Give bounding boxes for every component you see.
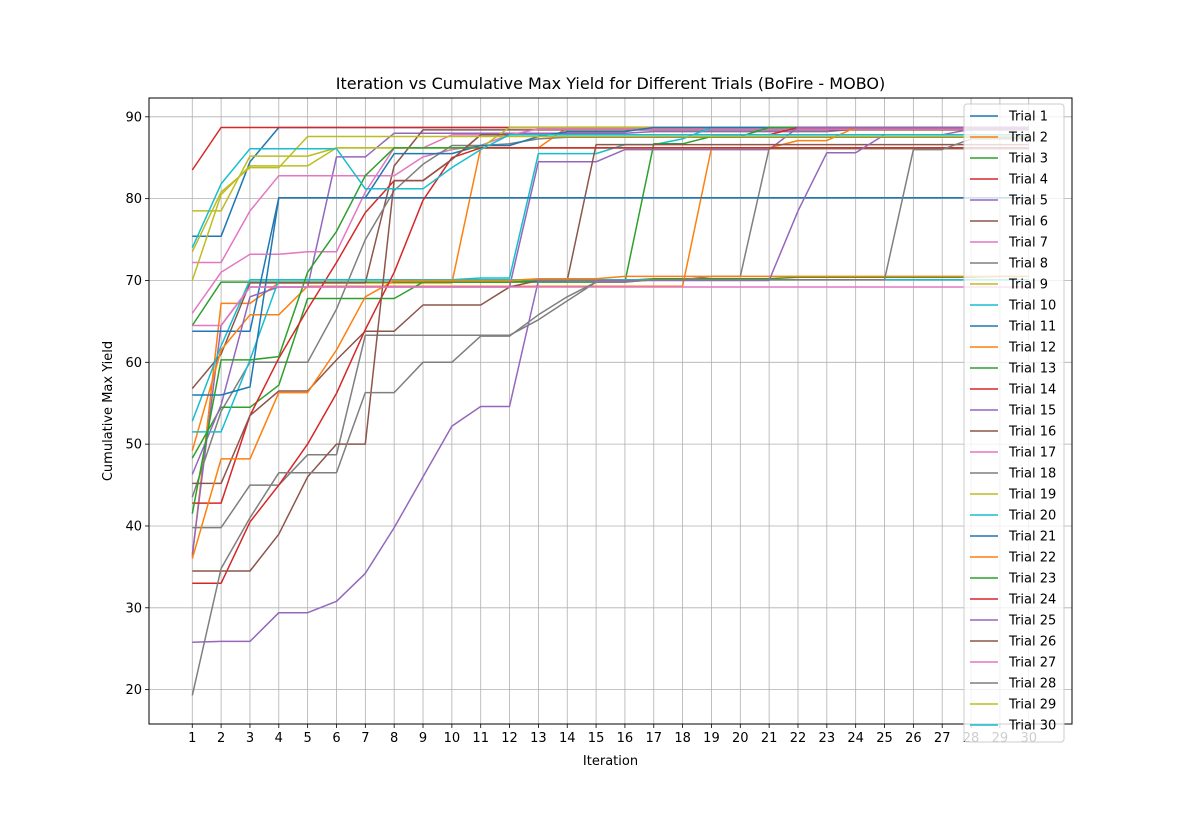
series-line-trial-20 — [192, 278, 1029, 433]
legend-label: Trial 26 — [1008, 635, 1056, 650]
x-tick-label: 21 — [761, 731, 778, 746]
x-tick-label: 12 — [501, 731, 518, 746]
legend-label: Trial 30 — [1008, 719, 1056, 734]
legend: Trial 1 Trial 2 Trial 3 Trial 4 Trial 5 Trial… — [963, 103, 1065, 743]
grid — [149, 98, 1072, 724]
x-tick-label: 10 — [444, 731, 461, 746]
y-axis-title: Cumulative Max Yield — [101, 341, 116, 481]
series-line-trial-21 — [192, 197, 1029, 396]
legend-label: Trial 6 — [1008, 215, 1048, 230]
series-line-trial-7 — [192, 128, 1029, 264]
y-tick-label: 90 — [125, 110, 142, 125]
legend-label: Trial 21 — [1008, 530, 1056, 545]
legend-label: Trial 5 — [1008, 194, 1048, 209]
x-tick-label: 16 — [617, 731, 634, 746]
x-tick-label: 1 — [188, 731, 196, 746]
x-tick-label: 7 — [361, 731, 369, 746]
series-line-trial-30 — [191, 134, 1029, 249]
legend-label: Trial 23 — [1008, 572, 1056, 587]
series-line-trial-28 — [191, 138, 1029, 696]
series-line-trial-27 — [192, 286, 1029, 327]
legend-label: Trial 25 — [1008, 614, 1056, 629]
series-line-trial-8 — [191, 136, 1029, 498]
legend-label: Trial 3 — [1008, 152, 1048, 167]
y-tick-label: 50 — [125, 438, 142, 453]
legend-label: Trial 17 — [1008, 446, 1056, 461]
legend-label: Trial 1 — [1008, 110, 1048, 125]
legend-label: Trial 11 — [1008, 320, 1056, 335]
x-tick-label: 11 — [472, 731, 489, 746]
legend-label: Trial 29 — [1008, 698, 1056, 713]
legend-label: Trial 24 — [1008, 593, 1056, 608]
series-line-trial-29 — [191, 135, 1029, 253]
x-tick-label: 6 — [332, 731, 340, 746]
legend-label: Trial 20 — [1008, 509, 1056, 524]
legend-label: Trial 22 — [1008, 551, 1056, 566]
x-tick-label: 8 — [390, 731, 398, 746]
legend-label: Trial 12 — [1008, 341, 1056, 356]
series-line-trial-22 — [191, 275, 1029, 559]
y-tick-label: 40 — [125, 519, 142, 534]
legend-label: Trial 14 — [1008, 383, 1056, 398]
x-tick-label: 17 — [645, 731, 662, 746]
x-tick-label: 14 — [559, 731, 576, 746]
series-line-trial-6 — [191, 129, 1029, 389]
series-lines — [191, 126, 1029, 696]
y-tick-label: 30 — [125, 601, 142, 616]
plot-frame — [148, 97, 1073, 725]
chart-title: Iteration vs Cumulative Max Yield for Di… — [336, 74, 885, 93]
x-tick-label: 23 — [819, 731, 836, 746]
x-tick-label: 9 — [419, 731, 427, 746]
legend-label: Trial 13 — [1008, 362, 1056, 377]
x-tick-label: 20 — [732, 731, 749, 746]
x-tick-label: 15 — [588, 731, 605, 746]
y-tick-label: 80 — [125, 192, 142, 207]
legend-label: Trial 16 — [1008, 425, 1056, 440]
x-tick-label: 25 — [876, 731, 893, 746]
legend-label: Trial 19 — [1008, 488, 1056, 503]
x-tick-label: 2 — [217, 731, 225, 746]
x-tick-label: 27 — [934, 731, 951, 746]
legend-label: Trial 27 — [1008, 656, 1056, 671]
y-tick-label: 60 — [125, 356, 142, 371]
legend-label: Trial 4 — [1008, 173, 1048, 188]
x-tick-label: 18 — [674, 731, 691, 746]
series-line-trial-24 — [192, 147, 1029, 585]
legend-label: Trial 9 — [1008, 278, 1048, 293]
x-tick-label: 24 — [847, 731, 864, 746]
x-tick-label: 5 — [304, 731, 312, 746]
legend-label: Trial 7 — [1008, 236, 1048, 251]
x-tick-label: 19 — [703, 731, 720, 746]
x-tick-label: 4 — [275, 731, 283, 746]
y-tick-label: 70 — [125, 274, 142, 289]
x-tick-label: 3 — [246, 731, 254, 746]
x-tick-label: 26 — [905, 731, 922, 746]
x-tick-label: 22 — [790, 731, 807, 746]
legend-label: Trial 10 — [1008, 299, 1056, 314]
legend-label: Trial 8 — [1008, 257, 1048, 272]
legend-label: Trial 28 — [1008, 677, 1056, 692]
series-line-trial-16 — [192, 143, 1029, 485]
legend-label: Trial 18 — [1008, 467, 1056, 482]
legend-label: Trial 2 — [1008, 131, 1048, 146]
y-tick-label: 20 — [125, 683, 142, 698]
x-axis-title: Iteration — [583, 754, 638, 769]
x-tick-label: 13 — [530, 731, 547, 746]
legend-label: Trial 15 — [1008, 404, 1056, 419]
